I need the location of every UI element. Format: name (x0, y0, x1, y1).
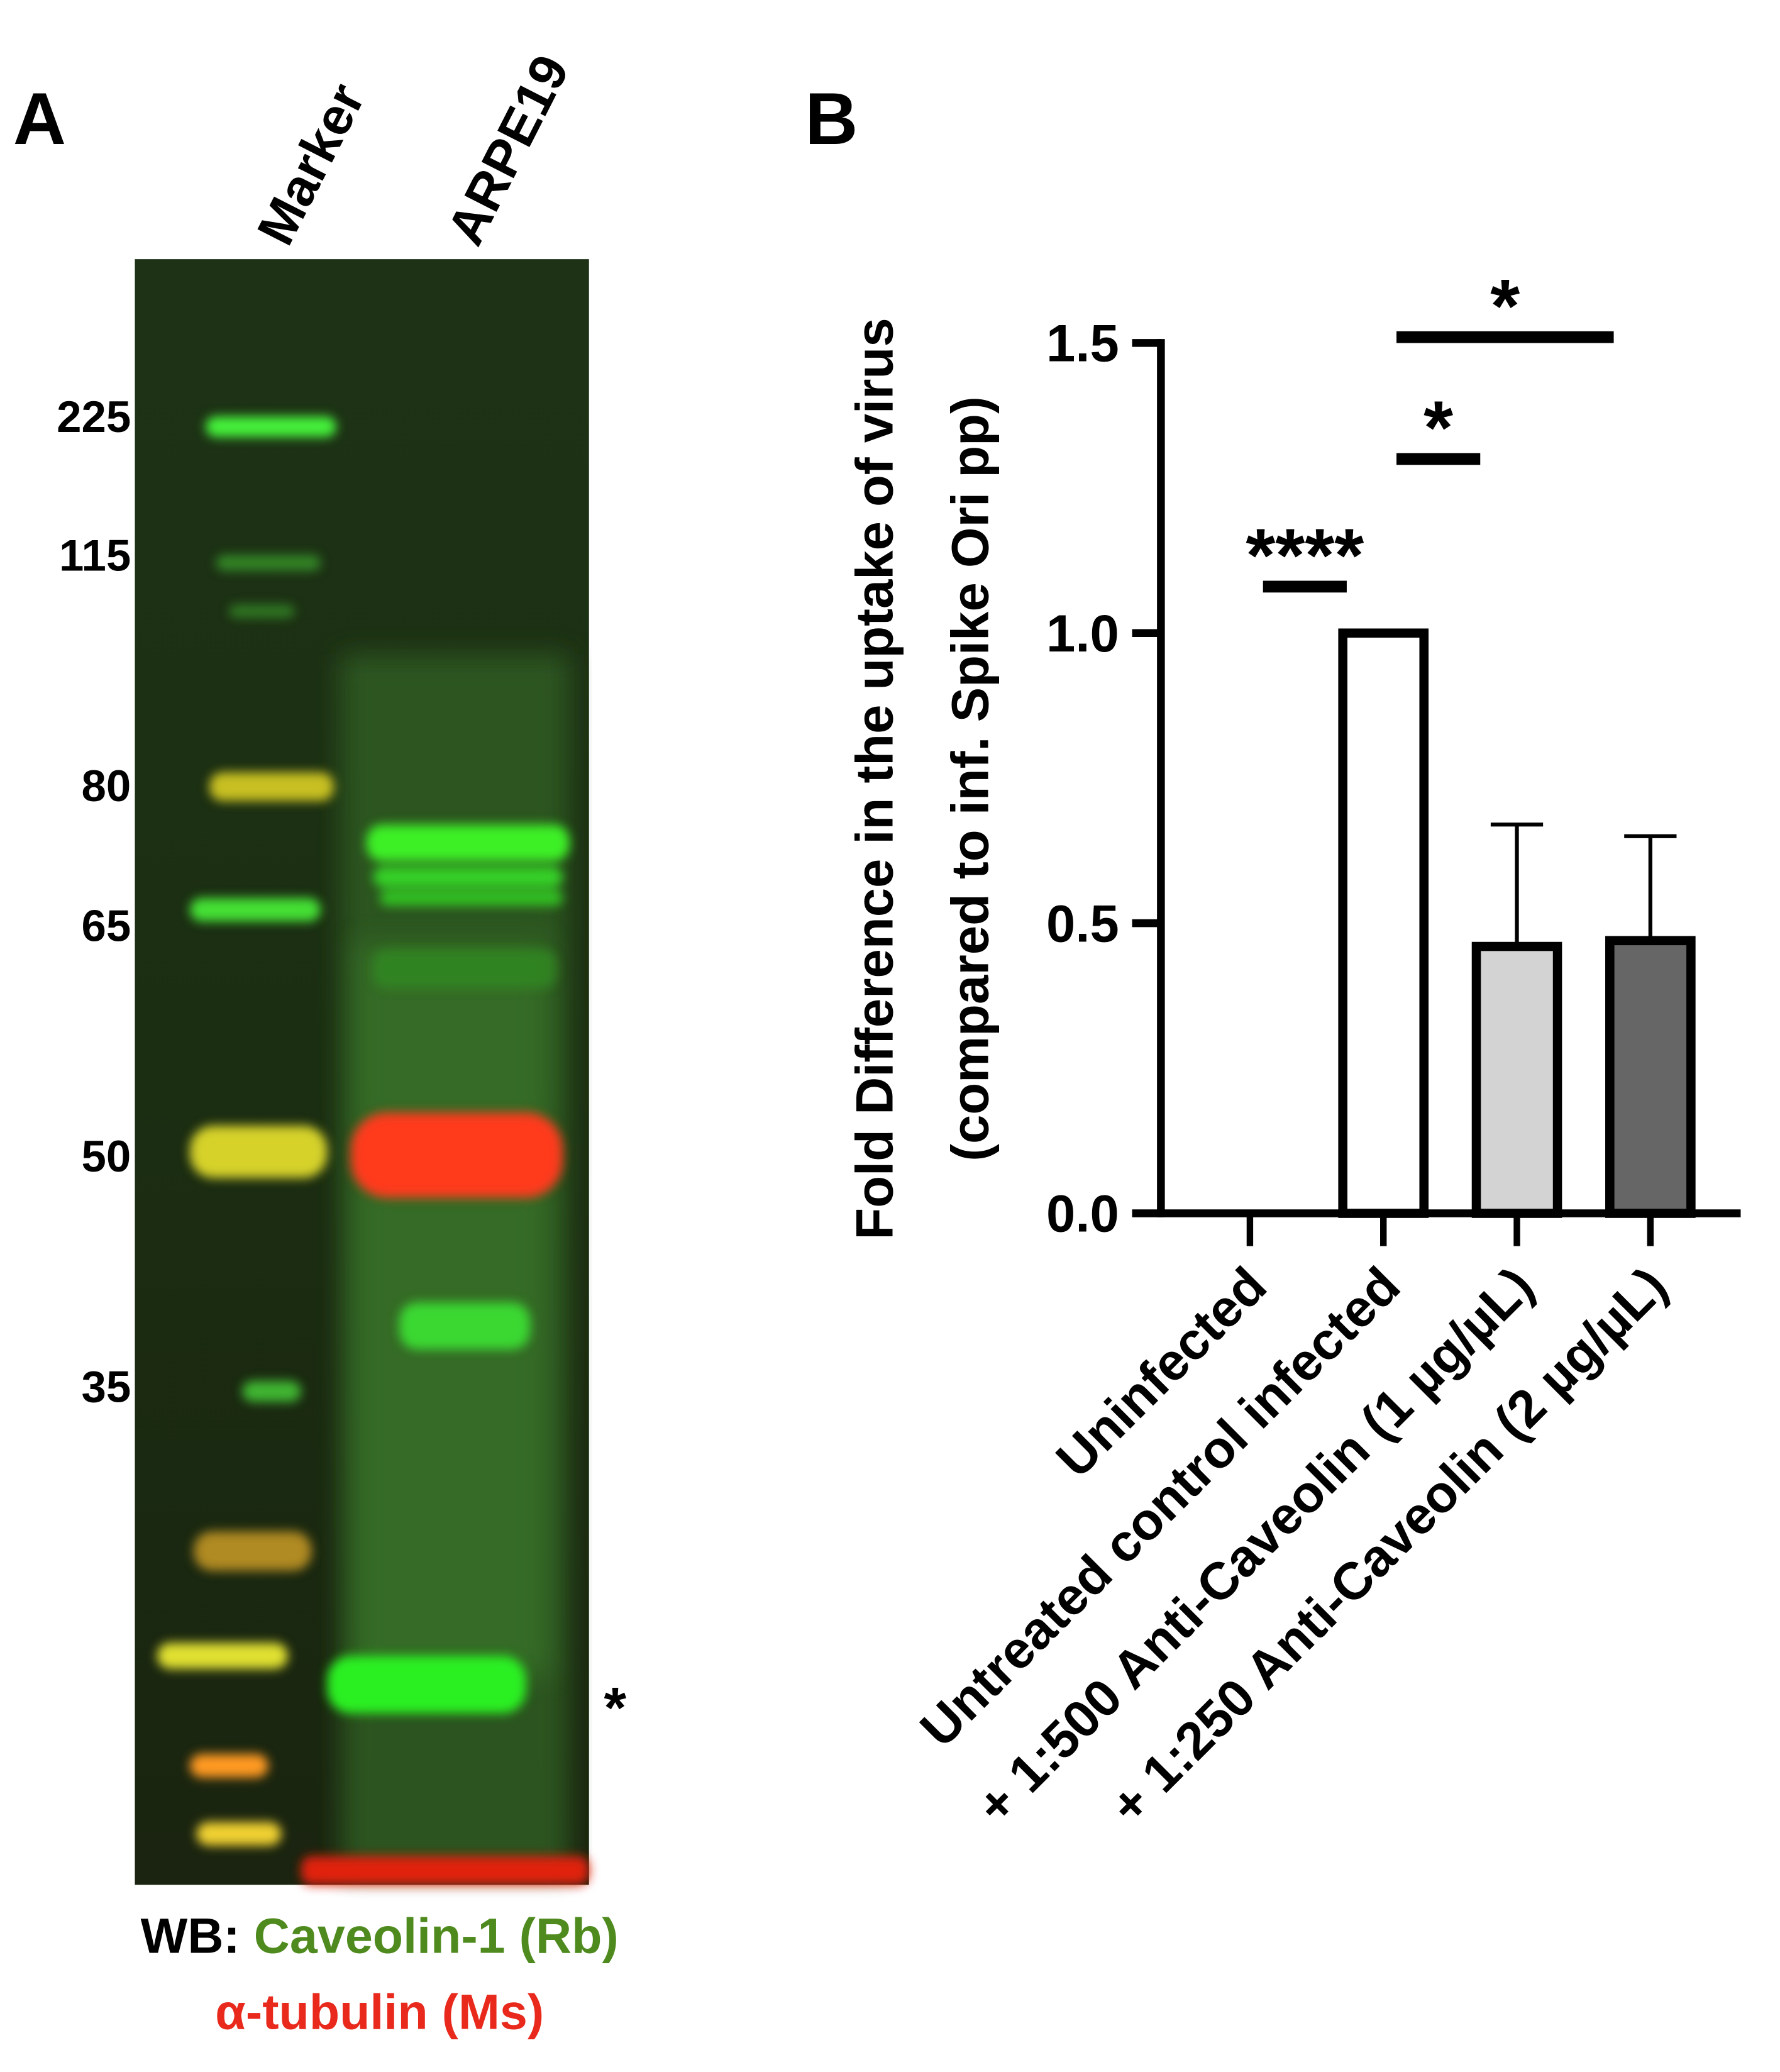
wb-prefix: WB: (141, 1908, 240, 1964)
x-tick-label: + 1:500 Anti-Caveolin (1 µg/µL) (965, 1256, 1544, 1835)
y-tick-label: 0.5 (1046, 894, 1119, 953)
bar (1471, 941, 1562, 1218)
band-note: * (604, 1676, 627, 1741)
significance-label: **** (1246, 513, 1364, 598)
wb-legend: WB: Caveolin-1 (Rb) (141, 1908, 619, 1964)
panel-label: A (13, 77, 66, 160)
marker-label: 225 (57, 392, 131, 441)
blot (135, 259, 589, 1885)
lane-label: Marker (246, 74, 376, 254)
significance-label: * (1490, 263, 1520, 348)
lane-label: ARPE19 (436, 46, 580, 254)
marker-label: 35 (82, 1361, 131, 1411)
wb-green: Caveolin-1 (Rb) (254, 1908, 619, 1964)
y-tick-label: 0.0 (1046, 1185, 1119, 1243)
marker-label: 80 (82, 761, 131, 811)
marker-label: 115 (59, 531, 131, 580)
panel-label: B (805, 77, 858, 160)
bar (1338, 628, 1429, 1218)
marker-label: 50 (82, 1131, 131, 1181)
bar (1605, 936, 1696, 1218)
y-axis-label: Fold Difference in the uptake of virus (846, 318, 904, 1239)
marker-label: 65 (82, 901, 131, 951)
significance-label: * (1423, 385, 1453, 470)
y-tick-label: 1.5 (1046, 314, 1119, 372)
y-axis-label: (compared to inf. Spike Ori pp) (941, 396, 1000, 1161)
wb-red: α-tubulin (Ms) (215, 1983, 544, 2039)
y-tick-label: 1.0 (1046, 604, 1119, 663)
